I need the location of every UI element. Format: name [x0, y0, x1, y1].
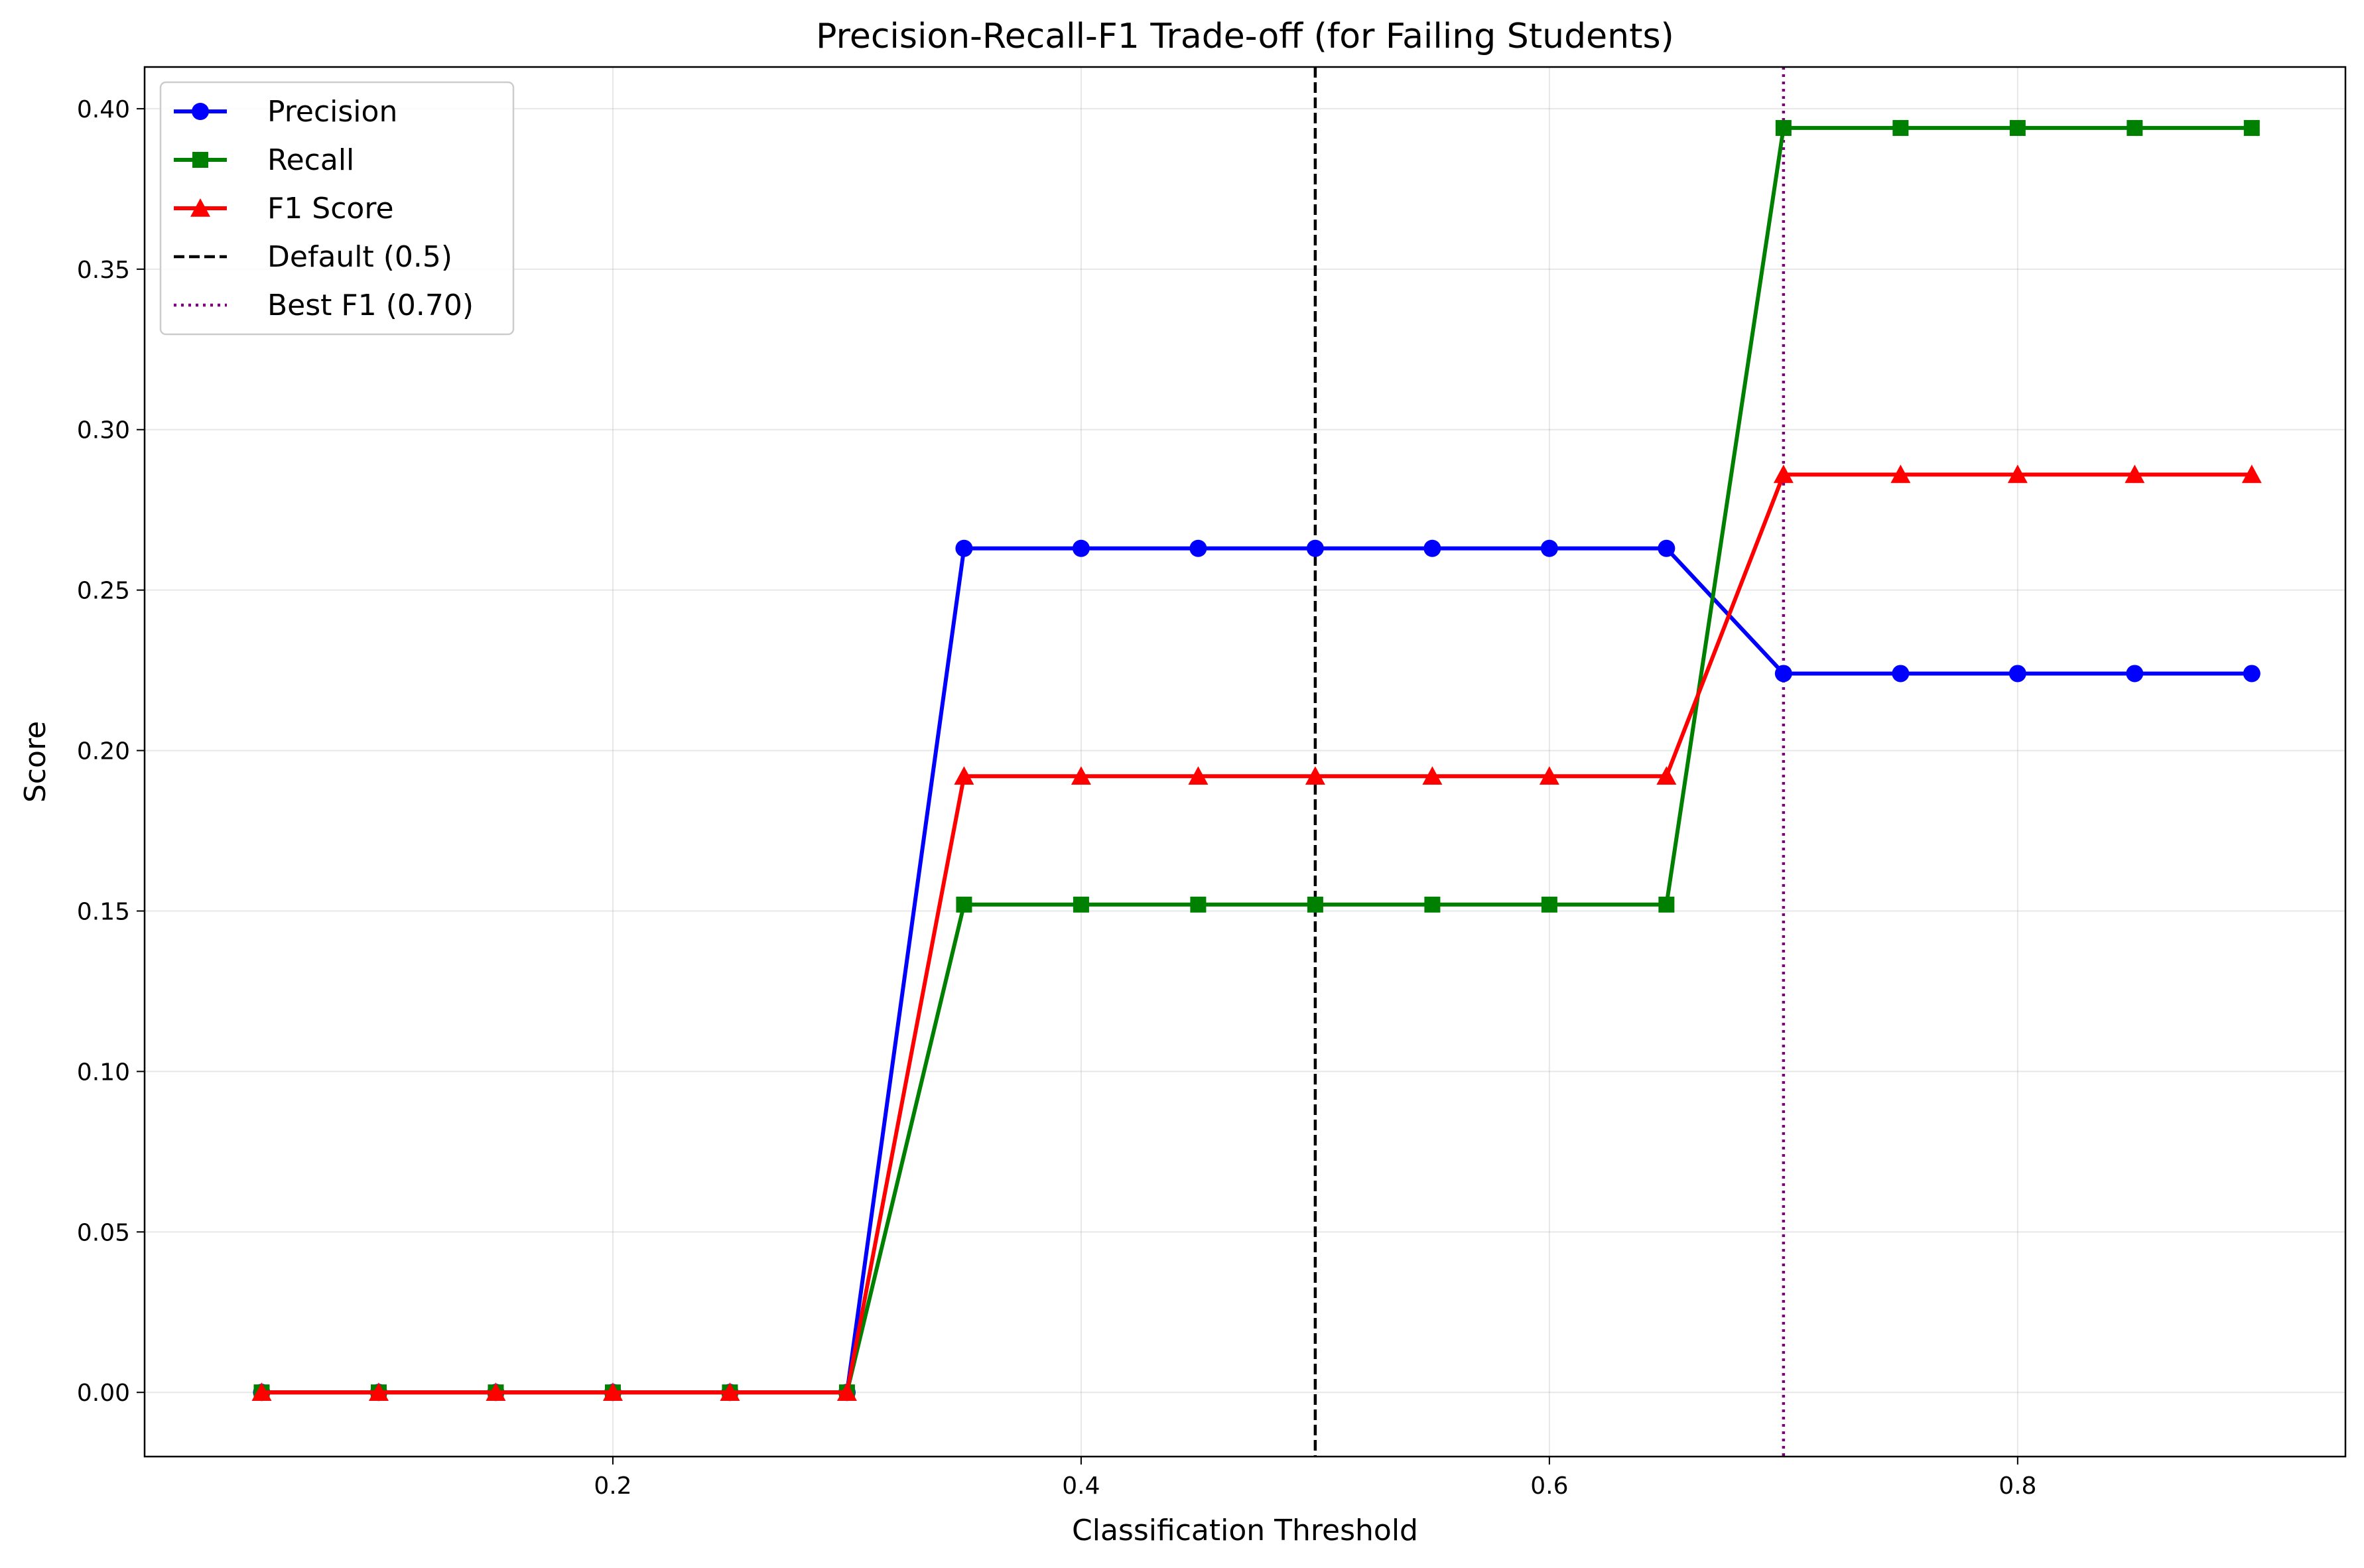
data-point — [1541, 896, 1557, 913]
data-point — [486, 1382, 506, 1401]
y-tick-label: 0.10 — [77, 1059, 130, 1086]
x-tick-label: 0.2 — [594, 1472, 631, 1500]
data-point — [1775, 119, 1792, 136]
legend-box — [159, 81, 515, 336]
data-point — [602, 1382, 623, 1401]
legend-marker — [192, 103, 209, 120]
x-tick-label: 0.6 — [1530, 1472, 1568, 1500]
data-point — [2008, 665, 2026, 683]
legend-item: Recall — [174, 143, 354, 177]
data-point — [1190, 896, 1207, 913]
data-point — [2009, 119, 2026, 136]
y-axis-label: Score — [19, 721, 52, 803]
data-point — [2127, 119, 2143, 136]
data-point — [1189, 539, 1207, 557]
data-point — [1306, 539, 1324, 557]
legend-item: Precision — [174, 95, 397, 129]
legend-item: Best F1 (0.70) — [174, 289, 474, 322]
data-point — [1892, 119, 1909, 136]
series-line — [261, 472, 2252, 1395]
legend-item: Default (0.5) — [174, 240, 452, 274]
y-tick-label: 0.25 — [77, 578, 130, 605]
data-point — [1658, 896, 1675, 913]
data-point — [2007, 464, 2028, 484]
data-point — [954, 766, 974, 785]
y-tick-label: 0.35 — [77, 257, 130, 284]
data-point — [1423, 539, 1441, 557]
x-tick-label: 0.8 — [1999, 1472, 2036, 1500]
data-point — [2241, 464, 2262, 484]
chart-title: Precision-Recall-F1 Trade-off (for Faili… — [816, 17, 1674, 56]
legend: Precision Recall F1 Score Default (0.5) Best… — [159, 81, 515, 336]
x-tick-label: 0.4 — [1062, 1472, 1100, 1500]
legend-marker — [192, 152, 208, 168]
data-point — [1422, 766, 1443, 785]
y-tick-label: 0.40 — [77, 96, 130, 123]
data-point — [956, 896, 972, 913]
legend-label: Precision — [267, 95, 397, 129]
reference-lines — [1313, 67, 1786, 1457]
data-point — [1305, 766, 1325, 785]
legend-label: Best F1 (0.70) — [267, 289, 474, 322]
x-axis-label: Classification Threshold — [1072, 1514, 1418, 1547]
data-point — [251, 1382, 272, 1401]
y-tick-label: 0.00 — [77, 1380, 130, 1407]
data-point — [1773, 464, 1794, 484]
data-point — [836, 1382, 857, 1401]
legend-label: F1 Score — [267, 192, 394, 226]
data-point — [1656, 766, 1677, 785]
data-point — [1540, 539, 1558, 557]
data-point — [368, 1382, 389, 1401]
data-point — [1658, 539, 1675, 557]
data-point — [2243, 119, 2260, 136]
data-point — [1892, 665, 1910, 683]
data-point — [1073, 896, 1089, 913]
series — [251, 119, 2262, 1402]
ticks: 0.2 0.4 0.6 0.8 0.00 0.05 0.10 0.15 0.20 0.25 0.30… — [77, 96, 2037, 1500]
legend-label: Recall — [267, 143, 354, 177]
data-point — [2126, 665, 2144, 683]
data-point — [955, 539, 973, 557]
data-point — [1307, 896, 1323, 913]
legend-label: Default (0.5) — [267, 240, 452, 274]
plot-frame — [143, 66, 2347, 1458]
series-f1-score — [251, 464, 2262, 1401]
grid — [145, 67, 2345, 1457]
legend-item: F1 Score — [174, 192, 394, 226]
y-tick-label: 0.15 — [77, 898, 130, 925]
y-tick-label: 0.05 — [77, 1219, 130, 1246]
y-tick-label: 0.20 — [77, 738, 130, 765]
data-point — [1071, 766, 1091, 785]
data-point — [1072, 539, 1090, 557]
data-point — [1774, 665, 1792, 683]
data-point — [720, 1382, 740, 1401]
data-point — [1424, 896, 1441, 913]
data-point — [2243, 665, 2261, 683]
data-point — [1539, 766, 1559, 785]
data-point — [2125, 464, 2145, 484]
legend-marker — [190, 198, 210, 217]
data-point — [1890, 464, 1911, 484]
y-tick-label: 0.30 — [77, 417, 130, 444]
data-point — [1188, 766, 1209, 785]
